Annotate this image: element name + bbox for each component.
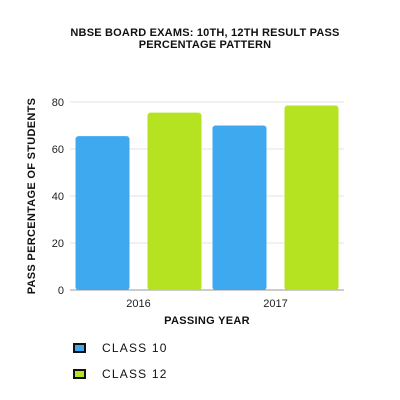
chart-title-line-2: PERCENTAGE PATTERN — [138, 39, 272, 51]
x-tick-label-2016: 2016 — [126, 298, 150, 310]
bar-class-10-2016 — [75, 136, 130, 290]
y-tick-label-80: 80 — [52, 97, 64, 109]
y-tick-label-20: 20 — [52, 238, 64, 250]
x-axis-title: PASSING YEAR — [164, 315, 250, 327]
legend-label-class-10: CLASS 10 — [102, 341, 168, 355]
chart-title-line-1: NBSE BOARD EXAMS: 10TH, 12TH RESULT PASS — [70, 27, 340, 39]
legend-item-class-10: CLASS 10 — [73, 341, 168, 355]
x-tick-label-2017: 2017 — [263, 298, 287, 310]
legend-swatch-class-12 — [73, 369, 86, 379]
bar-class-12-2017 — [284, 105, 339, 291]
bar-class-12-2016 — [147, 112, 202, 290]
y-tick-label-40: 40 — [52, 191, 64, 203]
y-tick-label-0: 0 — [58, 285, 64, 297]
chart-title: NBSE BOARD EXAMS: 10TH, 12TH RESULT PASS… — [20, 27, 390, 51]
legend-item-class-12: CLASS 12 — [73, 367, 168, 381]
y-axis-title: PASS PERCENTAGE OF STUDENTS — [26, 98, 38, 295]
bar-class-10-2017 — [212, 125, 267, 290]
legend-label-class-12: CLASS 12 — [102, 367, 168, 381]
legend-swatch-class-10 — [73, 343, 86, 353]
y-tick-label-60: 60 — [52, 144, 64, 156]
